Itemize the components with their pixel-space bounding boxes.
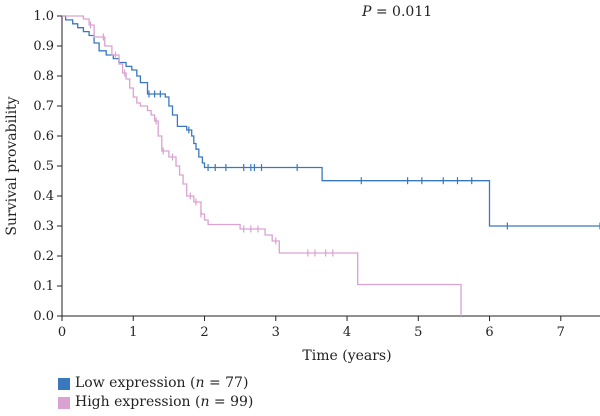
p-value-text: = 0.011 xyxy=(371,4,432,20)
legend-label-low: Low expression (n = 77) xyxy=(75,374,248,393)
legend-count-low: = 77) xyxy=(204,375,249,391)
series-layer xyxy=(62,15,600,316)
y-ticks: 0.0 0.1 0.2 0.3 0.4 0.5 0.6 0.7 0.8 0.9 1.0 xyxy=(33,9,62,324)
y-tick-label: 0.5 xyxy=(33,159,54,174)
y-tick-label: 0.0 xyxy=(33,309,54,324)
x-tick-label: 4 xyxy=(343,325,351,340)
y-tick-label: 0.4 xyxy=(33,189,54,204)
y-tick-label: 0.8 xyxy=(33,69,54,84)
legend-label-high: High expression (n = 99) xyxy=(75,393,253,412)
y-tick-label: 0.1 xyxy=(33,279,54,294)
y-tick-label: 0.9 xyxy=(33,39,54,54)
series-line-low xyxy=(62,15,600,227)
legend-item-low: Low expression (n = 77) xyxy=(58,374,253,393)
y-tick-label: 0.7 xyxy=(33,99,54,114)
legend-swatch-low xyxy=(58,377,70,390)
series-line-high xyxy=(62,15,462,316)
axes xyxy=(61,16,600,317)
legend-n-low: n xyxy=(195,375,205,391)
legend-swatch-high xyxy=(58,396,70,409)
legend-count-high: = 99) xyxy=(209,394,254,410)
x-tick-label: 7 xyxy=(557,325,565,340)
y-tick-label: 0.3 xyxy=(33,219,54,234)
x-tick-label: 3 xyxy=(272,325,280,340)
legend: Low expression (n = 77) High expression … xyxy=(58,374,253,412)
x-tick-label: 5 xyxy=(414,325,422,340)
x-tick-label: 6 xyxy=(485,325,493,340)
y-tick-label: 0.6 xyxy=(33,129,54,144)
x-tick-label: 2 xyxy=(200,325,208,340)
y-tick-label: 1.0 xyxy=(33,9,54,24)
x-tick-label: 1 xyxy=(129,325,137,340)
p-value-label: P xyxy=(361,4,372,20)
x-axis-label: Time (years) xyxy=(302,348,391,364)
y-tick-label: 0.2 xyxy=(33,249,54,264)
legend-item-high: High expression (n = 99) xyxy=(58,393,253,412)
legend-text-low: Low expression ( xyxy=(75,375,196,391)
legend-text-high: High expression ( xyxy=(75,394,201,410)
x-ticks: 0 1 2 3 4 5 6 7 xyxy=(58,316,565,340)
p-value-annotation: P = 0.011 xyxy=(361,4,432,20)
x-tick-label: 0 xyxy=(58,325,66,340)
legend-n-high: n xyxy=(200,394,210,410)
y-axis-label: Survival provability xyxy=(4,96,20,235)
